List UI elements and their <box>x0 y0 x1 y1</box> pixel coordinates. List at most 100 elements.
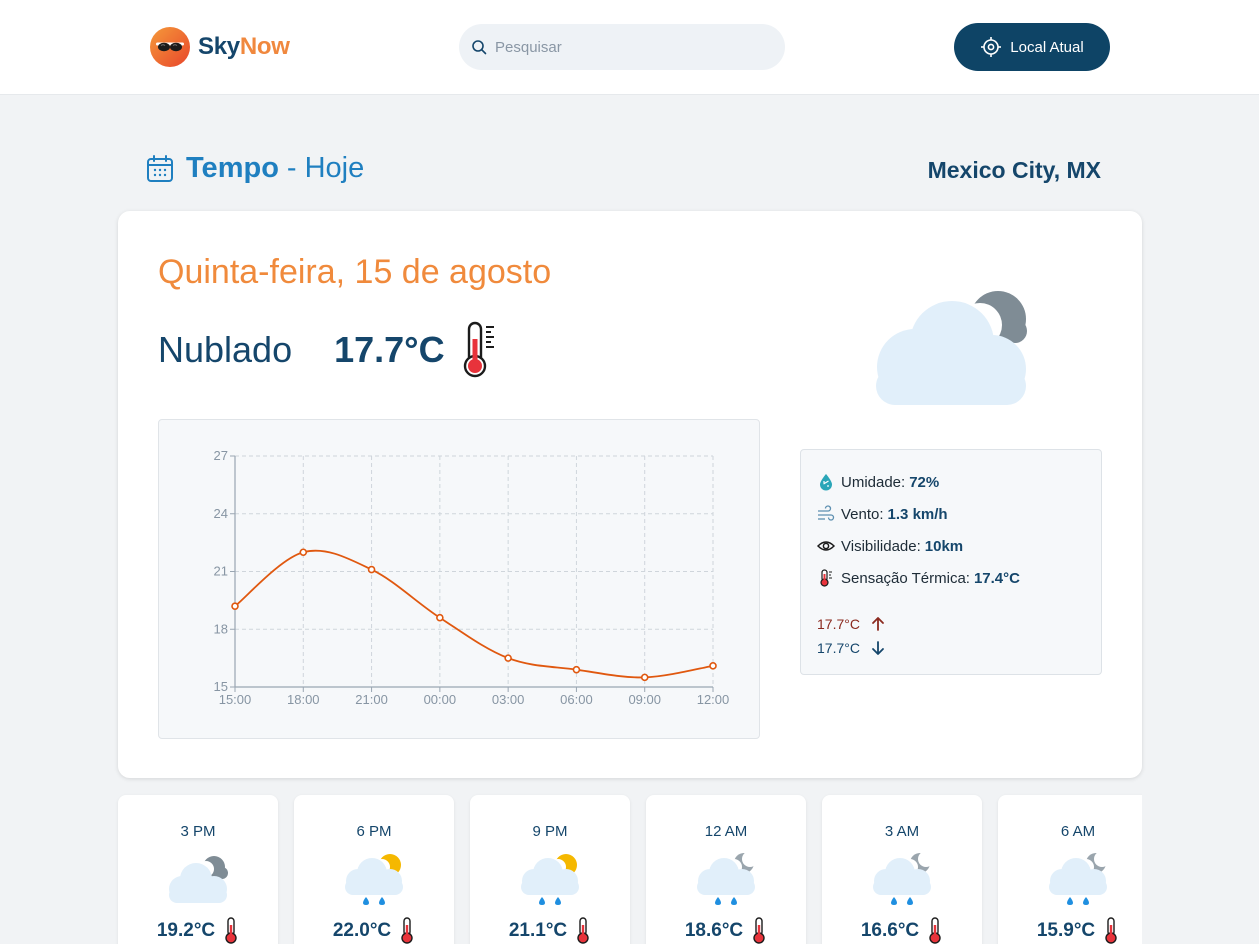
hourly-temp-row: 18.6°C <box>646 917 806 944</box>
min-max-temps: 17.7°C 17.7°C <box>817 612 1085 660</box>
hourly-temp-row: 15.9°C <box>998 917 1142 944</box>
hourly-temp: 19.2°C <box>156 920 216 941</box>
max-temp-value: 17.7°C <box>817 616 860 632</box>
temperature-chart-svg: 15 18 21 24 27 15:00 18:00 21:00 00:00 03:00 06:00… <box>214 448 730 707</box>
visibility-value: 10km <box>924 537 964 555</box>
rain-moon-icon <box>1049 851 1110 905</box>
humidity-row: Umidade: 72% <box>817 466 1085 498</box>
chart-x-tick-label: 09:00 <box>628 692 661 707</box>
search-bar[interactable] <box>459 24 785 70</box>
rain-sun-icon <box>345 854 403 905</box>
thermometer-icon <box>463 321 494 378</box>
hourly-temp-row: 19.2°C <box>118 917 278 944</box>
search-icon <box>472 40 487 55</box>
feels-like-label: Sensação Térmica: <box>841 569 970 587</box>
current-location-label: Local Atual <box>1010 38 1084 56</box>
temperature-chart: 15 18 21 24 27 15:00 18:00 21:00 00:00 03:00 06:00… <box>158 419 760 739</box>
feels-like-row: Sensação Térmica: 17.4°C <box>817 562 1085 594</box>
visibility-row: Visibilidade: 10km <box>817 530 1085 562</box>
cloudy-night-icon <box>876 291 1027 405</box>
chart-y-tick-label: 24 <box>214 506 228 521</box>
search-input[interactable] <box>495 38 765 56</box>
chart-y-tick-label: 27 <box>214 448 228 463</box>
current-location-button[interactable]: Local Atual <box>954 23 1110 71</box>
hourly-temp-row: 22.0°C <box>294 917 454 944</box>
hourly-card[interactable]: 9 PM 21.1°C <box>470 795 630 944</box>
hourly-card[interactable]: 6 PM 22.0°C <box>294 795 454 944</box>
rain-moon-icon <box>873 851 934 905</box>
calendar-icon <box>147 154 173 182</box>
hourly-card[interactable]: 6 AM 15.9°C <box>998 795 1142 944</box>
visibility-label: Visibilidade: <box>841 537 921 555</box>
hourly-temp: 15.9°C <box>1036 920 1096 941</box>
chart-data-point <box>436 613 444 622</box>
chart-y-tick-label: 18 <box>214 621 228 636</box>
hourly-temp: 18.6°C <box>684 920 744 941</box>
chart-data-point <box>709 662 717 670</box>
hourly-time: 6 PM <box>356 823 392 840</box>
hourly-card[interactable]: 3 AM 16.6°C <box>822 795 982 944</box>
min-temp-value: 17.7°C <box>817 640 860 656</box>
hourly-card[interactable]: 12 AM 18.6°C <box>646 795 806 944</box>
hourly-temp-row: 21.1°C <box>470 917 630 944</box>
thermometer-icon <box>401 917 413 944</box>
logo[interactable]: SkyNow <box>150 27 290 67</box>
chart-y-tick-label: 21 <box>214 564 228 579</box>
feels-like-value: 17.4°C <box>973 569 1020 587</box>
chart-y-tick-label: 15 <box>214 679 228 694</box>
hourly-forecast: 3 PM 19.2°C 6 PM 22.0°C 9 PM 21.1°C 12 AM 18.6°… <box>118 795 1142 944</box>
wind-icon <box>818 505 835 521</box>
rain-sun-icon <box>521 854 579 905</box>
chart-x-tick-label: 15:00 <box>219 692 252 707</box>
logo-text-sky: Sky <box>198 33 240 60</box>
hourly-temp: 16.6°C <box>860 920 920 941</box>
thermometer-icon <box>577 917 589 944</box>
chart-data-point <box>572 665 581 674</box>
logo-text-now: Now <box>239 33 290 60</box>
current-date: Quinta-feira, 15 de agosto <box>158 253 552 291</box>
thermometer-icon <box>225 917 237 944</box>
chart-series-line <box>234 549 714 679</box>
eye-icon <box>817 541 835 551</box>
chart-data-point <box>640 673 649 682</box>
chart-data-point <box>299 548 308 557</box>
chart-x-tick-label: 21:00 <box>355 692 388 707</box>
current-temperature: 17.7°C <box>334 329 445 370</box>
condition-row: Nublado 17.7°C <box>158 321 497 379</box>
cloudy-night-icon <box>169 856 228 903</box>
city-name: Mexico City, MX <box>927 157 1101 183</box>
chart-x-tick-label: 06:00 <box>560 692 593 707</box>
hourly-time: 3 PM <box>180 823 216 840</box>
hourly-temp-row: 16.6°C <box>822 917 982 944</box>
thermometer-icon <box>929 917 941 944</box>
hourly-time: 3 AM <box>884 823 920 840</box>
max-temp-row: 17.7°C <box>817 612 1085 636</box>
wind-row: Vento: 1.3 km/h <box>817 498 1085 530</box>
logo-icon <box>150 27 190 67</box>
rain-moon-icon <box>697 851 758 905</box>
hourly-time: 9 PM <box>532 823 568 840</box>
today-weather-card: Quinta-feira, 15 de agosto Nublado 17.7°… <box>118 211 1142 778</box>
thermometer-icon <box>753 917 765 944</box>
section-heading: Tempo - Hoje <box>146 152 364 185</box>
chart-x-tick-label: 12:00 <box>697 692 730 707</box>
chart-x-tick-label: 00:00 <box>424 692 457 707</box>
logo-text: SkyNow <box>198 33 290 61</box>
chart-x-tick-label: 18:00 <box>287 692 320 707</box>
wind-value: 1.3 km/h <box>887 505 948 523</box>
hourly-time: 12 AM <box>704 823 748 840</box>
section-subtitle: Hoje <box>304 152 365 184</box>
condition-text: Nublado <box>158 329 293 370</box>
hourly-temp: 22.0°C <box>332 920 392 941</box>
chart-data-point <box>504 654 512 662</box>
arrow-up-icon <box>872 617 884 631</box>
section-separator: - <box>286 152 297 184</box>
thermometer-icon <box>820 569 832 587</box>
crosshair-icon <box>981 37 1002 57</box>
hourly-card[interactable]: 3 PM 19.2°C <box>118 795 278 944</box>
weather-details-panel: Umidade: 72% Vento: 1.3 km/h Visibilidad… <box>800 449 1102 675</box>
hourly-temp: 21.1°C <box>508 920 568 941</box>
hourly-time: 6 AM <box>1060 823 1096 840</box>
humidity-drop-icon <box>820 474 832 491</box>
min-temp-row: 17.7°C <box>817 636 1085 660</box>
